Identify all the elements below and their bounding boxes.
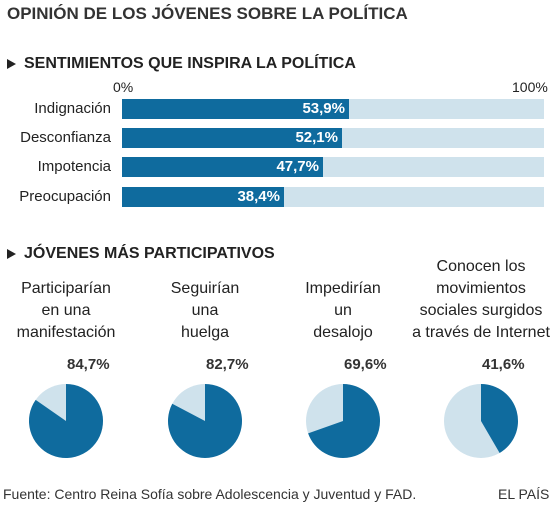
bar <box>122 99 349 119</box>
bullet-icon <box>7 59 16 69</box>
pie-value-label: 82,7% <box>206 356 249 373</box>
pie-label-line: Conocen los <box>436 258 526 275</box>
bar-track: 52,1% <box>122 128 544 148</box>
pie-chart <box>29 384 104 458</box>
pie-chart <box>306 384 380 458</box>
pie-label-line: Seguirían <box>170 280 240 297</box>
pie-label-line: manifestación <box>16 324 116 341</box>
bar-track: 53,9% <box>122 99 544 119</box>
pie-section-header: JÓVENES MÁS PARTICIPATIVOS <box>7 245 275 263</box>
bar-category-label: Impotencia <box>37 158 111 175</box>
bar <box>122 157 323 177</box>
pie-chart <box>168 384 242 458</box>
pie-label-line: Participarían <box>21 280 111 297</box>
bar-section-title: SENTIMIENTOS QUE INSPIRA LA POLÍTICA <box>24 55 356 72</box>
pie-value-label: 69,6% <box>344 356 387 373</box>
pie-label-line: a través de Internet <box>412 324 550 341</box>
bar <box>122 187 284 207</box>
pie-label-line: una <box>191 302 219 319</box>
source-note: Fuente: Centro Reina Sofía sobre Adolesc… <box>3 486 417 502</box>
pie-section-title: JÓVENES MÁS PARTICIPATIVOS <box>24 245 275 262</box>
pie-label: Seguirían una huelga <box>135 278 275 344</box>
pie-chart <box>444 384 518 458</box>
axis-tick-min: 0% <box>113 79 134 95</box>
pie-label-line: desalojo <box>313 324 373 341</box>
bar-value-label: 53,9% <box>302 100 345 117</box>
bar-value-label: 47,7% <box>276 158 319 175</box>
pie-label-line: movimientos <box>436 280 526 297</box>
bar-value-label: 52,1% <box>295 129 338 146</box>
bar-track: 38,4% <box>122 187 544 207</box>
pie-label: Conocen los movimientos sociales surgidos a… <box>411 256 551 344</box>
bar-category-label: Preocupación <box>19 188 111 205</box>
pie-slice-value <box>168 384 242 458</box>
main-title: OPINIÓN DE LOS JÓVENES SOBRE LA POLÍTICA <box>7 4 408 23</box>
brand-logo: EL PAÍS <box>498 486 550 502</box>
pie-label-line: en una <box>41 302 91 319</box>
pie-slice-value <box>481 384 518 453</box>
pie-label-line: sociales surgidos <box>419 302 543 319</box>
axis-tick-max: 100% <box>512 79 548 95</box>
pie-label-line: un <box>334 302 352 319</box>
pie-slice-value <box>308 384 380 458</box>
pie-slice-value <box>29 384 104 458</box>
bar-category-label: Desconfianza <box>20 129 111 146</box>
pie-value-label: 84,7% <box>67 356 110 373</box>
bar <box>122 128 342 148</box>
pie-label: Participarían en una manifestación <box>0 278 136 344</box>
pie-value-label: 41,6% <box>482 356 525 373</box>
bullet-icon <box>7 249 16 259</box>
pie-label-line: Impedirían <box>305 280 381 297</box>
bar-section-header: SENTIMIENTOS QUE INSPIRA LA POLÍTICA <box>7 55 356 73</box>
pie-label: Impedirían un desalojo <box>273 278 413 344</box>
bar-track: 47,7% <box>122 157 544 177</box>
bar-value-label: 38,4% <box>237 188 280 205</box>
pie-label-line: huelga <box>180 324 230 341</box>
bar-category-label: Indignación <box>34 100 111 117</box>
